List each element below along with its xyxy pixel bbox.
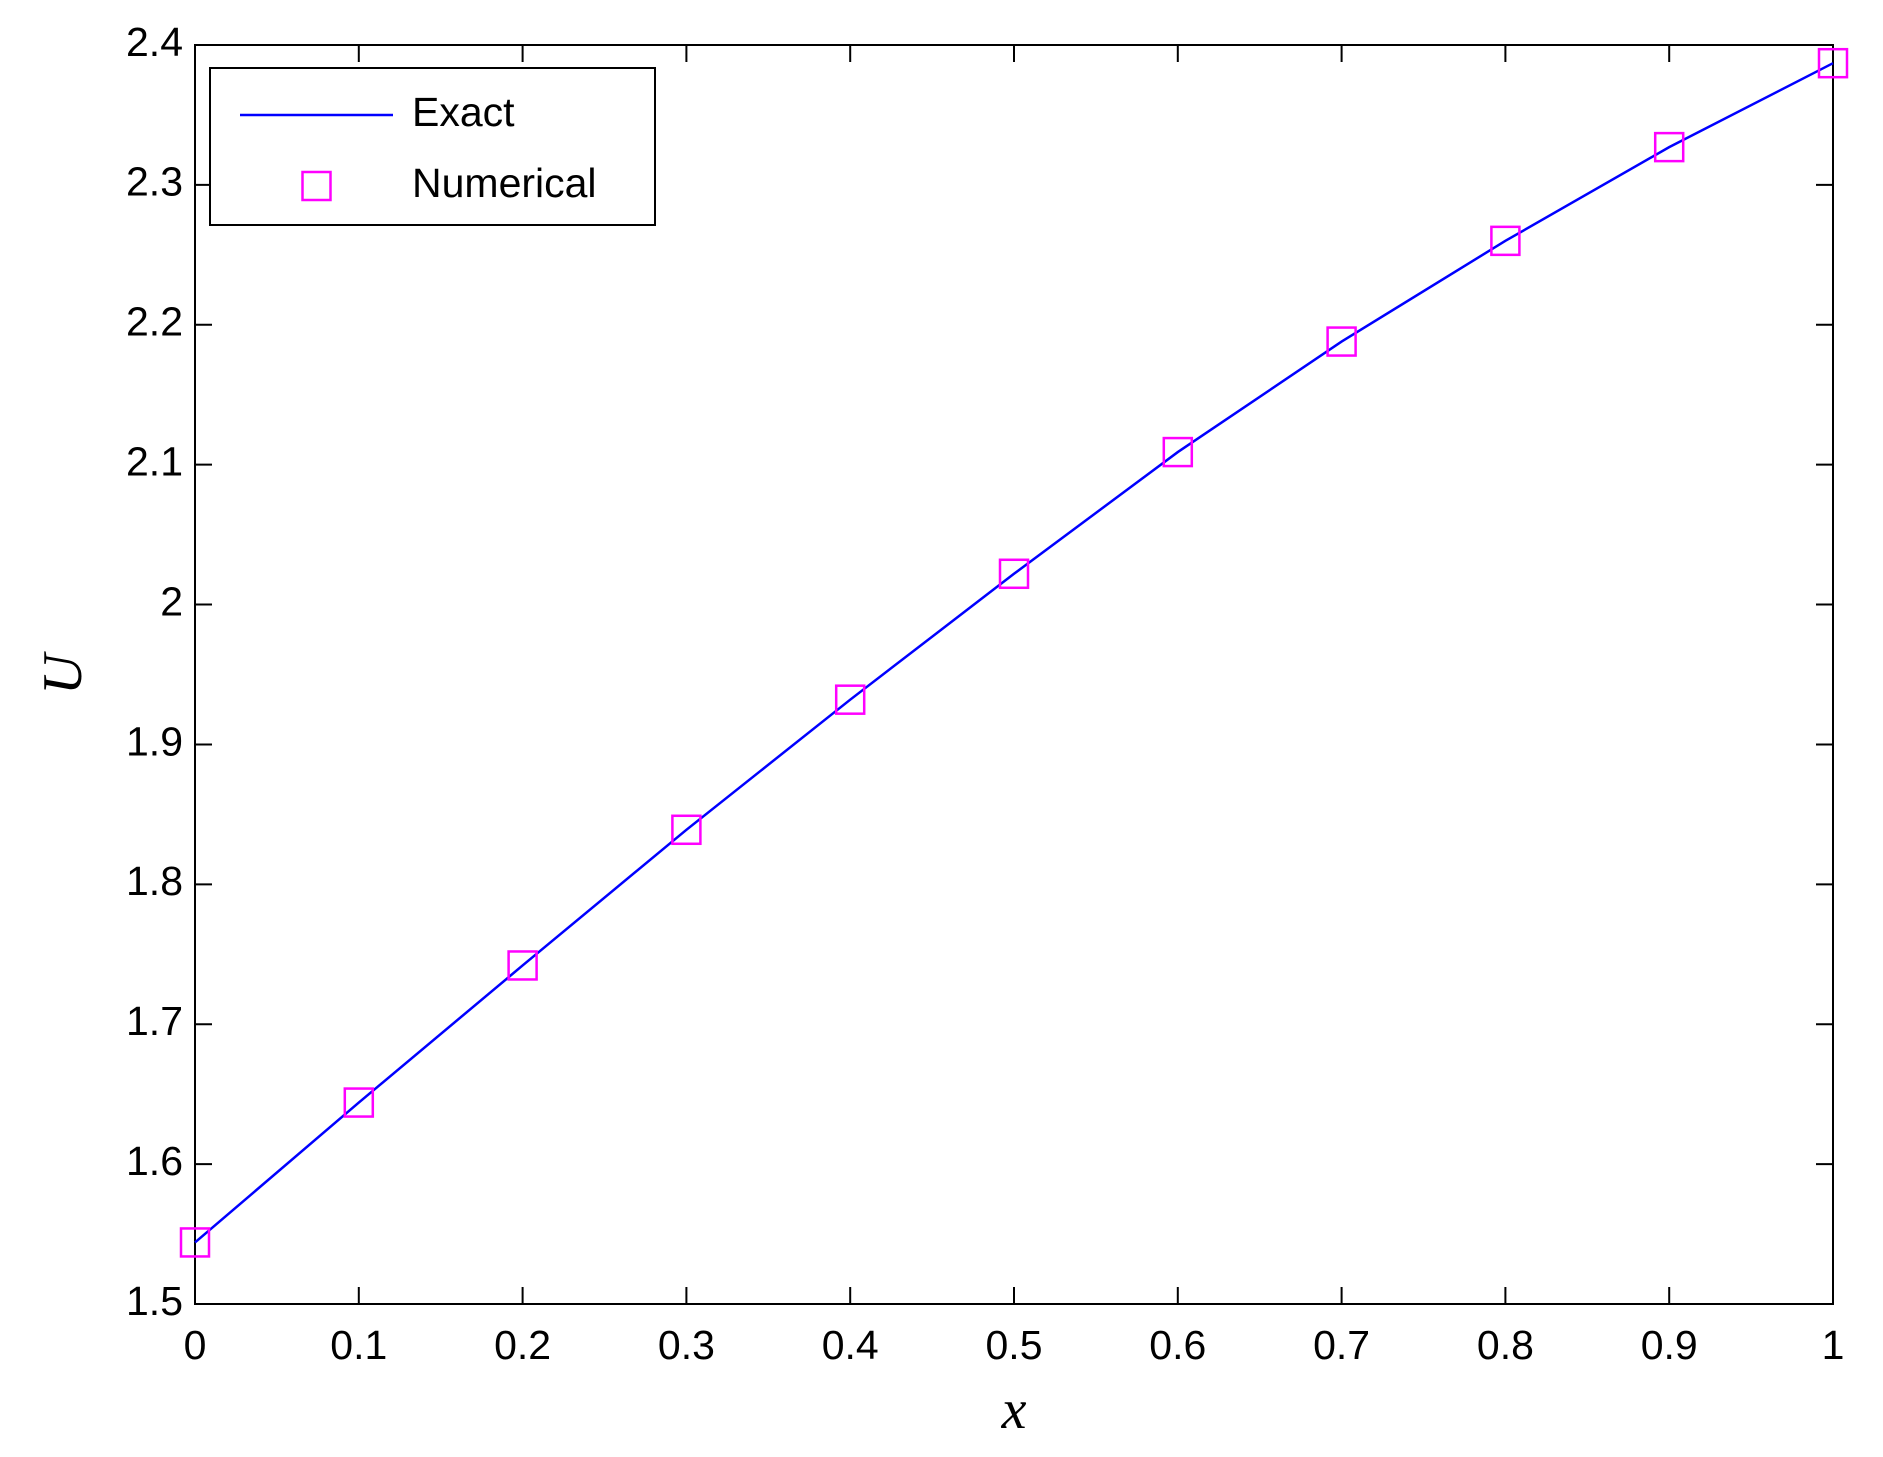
legend-marker	[301, 170, 332, 202]
x-tick-label: 0.3	[658, 1322, 715, 1368]
x-axis-title: x	[1001, 1379, 1027, 1441]
x-tick-label: 1	[1822, 1322, 1845, 1368]
numerical-marker	[1326, 326, 1357, 357]
y-axis-title: U	[32, 651, 94, 695]
numerical-marker	[1490, 225, 1521, 257]
x-tick-label: 0.8	[1477, 1322, 1534, 1368]
y-tick-label: 1.5	[126, 1278, 183, 1324]
y-tick-label: 1.9	[126, 718, 183, 764]
x-tick-label: 0.2	[494, 1322, 551, 1368]
legend-label: Exact	[412, 89, 515, 135]
y-tick-label: 2.3	[126, 159, 183, 205]
x-tick-label: 0.1	[330, 1322, 387, 1368]
numerical-marker	[834, 684, 866, 715]
numerical-marker	[1817, 47, 1849, 79]
y-tick-label: 1.7	[126, 998, 183, 1044]
numerical-marker	[671, 814, 702, 846]
x-tick-label: 0.9	[1641, 1322, 1698, 1368]
legend-box	[209, 67, 656, 226]
numerical-marker	[1162, 436, 1194, 468]
legend: Exact Numerical	[209, 67, 656, 226]
numerical-marker	[343, 1087, 375, 1118]
y-tick-label: 1.8	[126, 858, 183, 904]
y-tick-label: 2.4	[126, 19, 183, 65]
numerical-marker	[1653, 131, 1685, 163]
x-tick-label: 0.5	[986, 1322, 1043, 1368]
y-tick-label: 1.6	[126, 1138, 183, 1184]
x-tick-label: 0	[184, 1322, 207, 1368]
plot-area	[194, 44, 1834, 1305]
y-tick-label: 2.1	[126, 438, 183, 484]
exact-line	[194, 62, 1834, 1244]
legend-label: Numerical	[412, 160, 597, 206]
y-tick-label: 2.2	[126, 299, 183, 345]
numerical-marker	[179, 1227, 211, 1258]
y-tick-label: 2	[160, 578, 183, 624]
x-tick-label: 0.7	[1313, 1322, 1370, 1368]
numerical-marker	[507, 950, 538, 981]
numerical-marker	[998, 558, 1030, 590]
x-tick-label: 0.4	[822, 1322, 879, 1368]
x-tick-label: 0.6	[1149, 1322, 1206, 1368]
